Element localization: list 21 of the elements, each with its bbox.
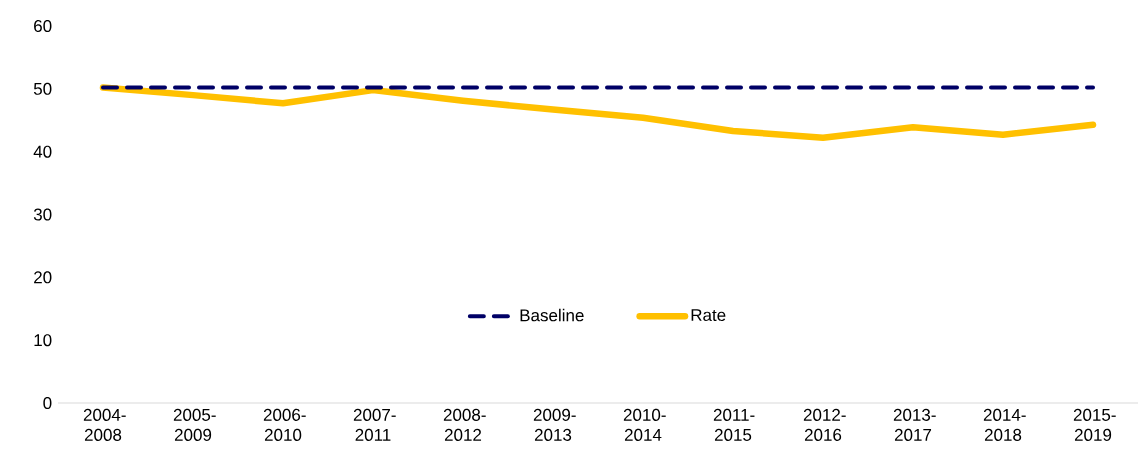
x-tick-label: 2004-2008 — [83, 408, 126, 441]
x-tick-label: 2010-2014 — [623, 408, 666, 441]
x-tick-label: 2014-2018 — [983, 408, 1026, 441]
y-tick-label: 10 — [34, 334, 52, 347]
y-tick-label: 60 — [34, 19, 52, 33]
y-tick-label: 0 — [43, 396, 52, 410]
x-tick-label: 2015-2019 — [1073, 408, 1116, 441]
x-tick-label: 2007-2011 — [353, 408, 396, 441]
y-tick-label: 30 — [33, 208, 52, 221]
x-tick-label: 2005-2009 — [173, 408, 216, 441]
x-tick-label: 2008-2012 — [443, 408, 486, 441]
x-tick-label: 2013-2017 — [893, 408, 936, 441]
y-tick-label: 40 — [33, 145, 52, 158]
legend-label: Rate — [691, 309, 726, 322]
x-tick-label: 2011-2015 — [713, 408, 755, 441]
x-tick-label: 2012-2016 — [803, 408, 846, 441]
legend-label: Baseline — [520, 308, 584, 322]
x-tick-label: 2009-2013 — [533, 408, 576, 441]
x-tick-label: 2006-2010 — [263, 408, 306, 441]
y-tick-label: 50 — [33, 82, 52, 95]
y-tick-label: 20 — [34, 271, 52, 284]
